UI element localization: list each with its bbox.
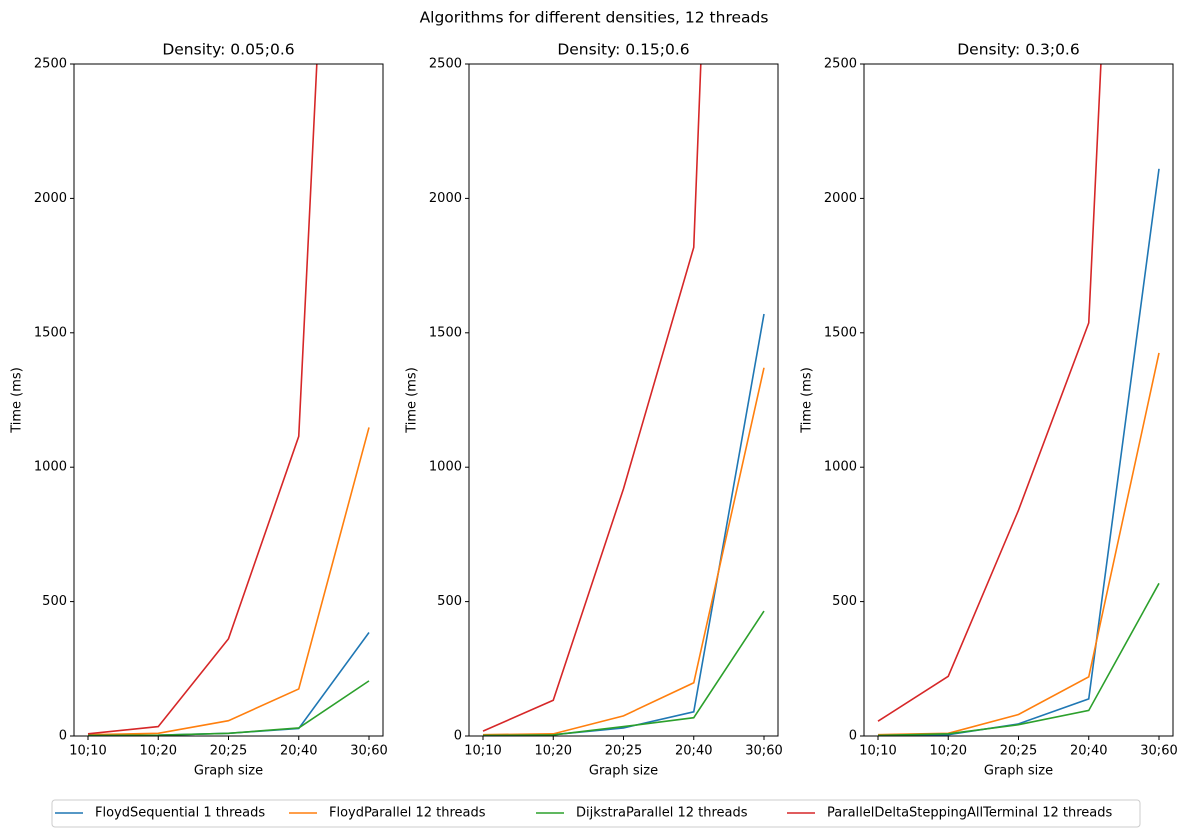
x-tick-label: 20;25: [210, 744, 247, 759]
y-tick-label: 500: [437, 594, 462, 609]
x-tick-label: 20;40: [675, 744, 712, 759]
x-tick-label: 10;10: [69, 744, 106, 759]
x-tick-label: 30;60: [1140, 744, 1177, 759]
series-line: [482, 64, 702, 732]
y-tick-label: 2000: [429, 191, 462, 206]
series-line: [482, 367, 765, 736]
y-tick-label: 2000: [824, 191, 857, 206]
axes-frame: [73, 63, 384, 737]
subplot-title: Density: 0.15;0.6: [557, 41, 689, 59]
x-tick-label: 20;40: [1070, 744, 1107, 759]
x-tick-label: 30;60: [350, 744, 387, 759]
axes-frame: [863, 63, 1174, 737]
y-tick-label: 1000: [824, 460, 857, 475]
legend-label: FloydParallel 12 threads: [329, 806, 486, 821]
y-tick-label: 1000: [429, 460, 462, 475]
y-tick-label: 2000: [34, 191, 67, 206]
y-tick-label: 2500: [34, 57, 67, 72]
y-tick-label: 2500: [824, 57, 857, 72]
y-tick-label: 1500: [824, 325, 857, 340]
series-line: [482, 313, 765, 736]
x-tick-label: 10;20: [535, 744, 572, 759]
y-tick-label: 1500: [34, 325, 67, 340]
legend-label: ParallelDeltaSteppingAllTerminal 12 thre…: [827, 806, 1112, 821]
y-tick-label: 500: [832, 594, 857, 609]
series-line: [877, 168, 1160, 736]
x-axis-label: Graph size: [589, 764, 658, 779]
subplot-title: Density: 0.3;0.6: [957, 41, 1079, 59]
y-axis-label: Time (ms): [10, 367, 25, 434]
y-tick-label: 1500: [429, 325, 462, 340]
y-tick-label: 0: [849, 729, 857, 744]
y-axis-label: Time (ms): [800, 367, 815, 434]
legend-box: [51, 799, 1141, 828]
y-tick-label: 2500: [429, 57, 462, 72]
x-tick-label: 20;25: [605, 744, 642, 759]
y-tick-label: 0: [454, 729, 462, 744]
axes-frame: [468, 63, 779, 737]
series-line: [87, 64, 318, 735]
figure-title: Algorithms for different densities, 12 t…: [420, 9, 769, 27]
legend-label: DijkstraParallel 12 threads: [576, 806, 748, 821]
x-axis-label: Graph size: [984, 764, 1053, 779]
series-line: [877, 64, 1102, 722]
series-line: [87, 680, 370, 736]
y-axis-label: Time (ms): [405, 367, 420, 434]
x-tick-label: 10;10: [859, 744, 896, 759]
y-tick-label: 1000: [34, 460, 67, 475]
y-tick-label: 0: [59, 729, 67, 744]
series-line: [87, 427, 370, 736]
series-line: [877, 582, 1160, 736]
y-tick-label: 500: [42, 594, 67, 609]
x-tick-label: 10;10: [464, 744, 501, 759]
subplot-title: Density: 0.05;0.6: [162, 41, 294, 59]
x-tick-label: 20;40: [280, 744, 317, 759]
legend-label: FloydSequential 1 threads: [95, 806, 265, 821]
x-tick-label: 10;20: [930, 744, 967, 759]
x-tick-label: 10;20: [140, 744, 177, 759]
x-tick-label: 30;60: [745, 744, 782, 759]
series-line: [482, 610, 765, 736]
x-axis-label: Graph size: [194, 764, 263, 779]
x-tick-label: 20;25: [1000, 744, 1037, 759]
series-line: [877, 352, 1160, 736]
